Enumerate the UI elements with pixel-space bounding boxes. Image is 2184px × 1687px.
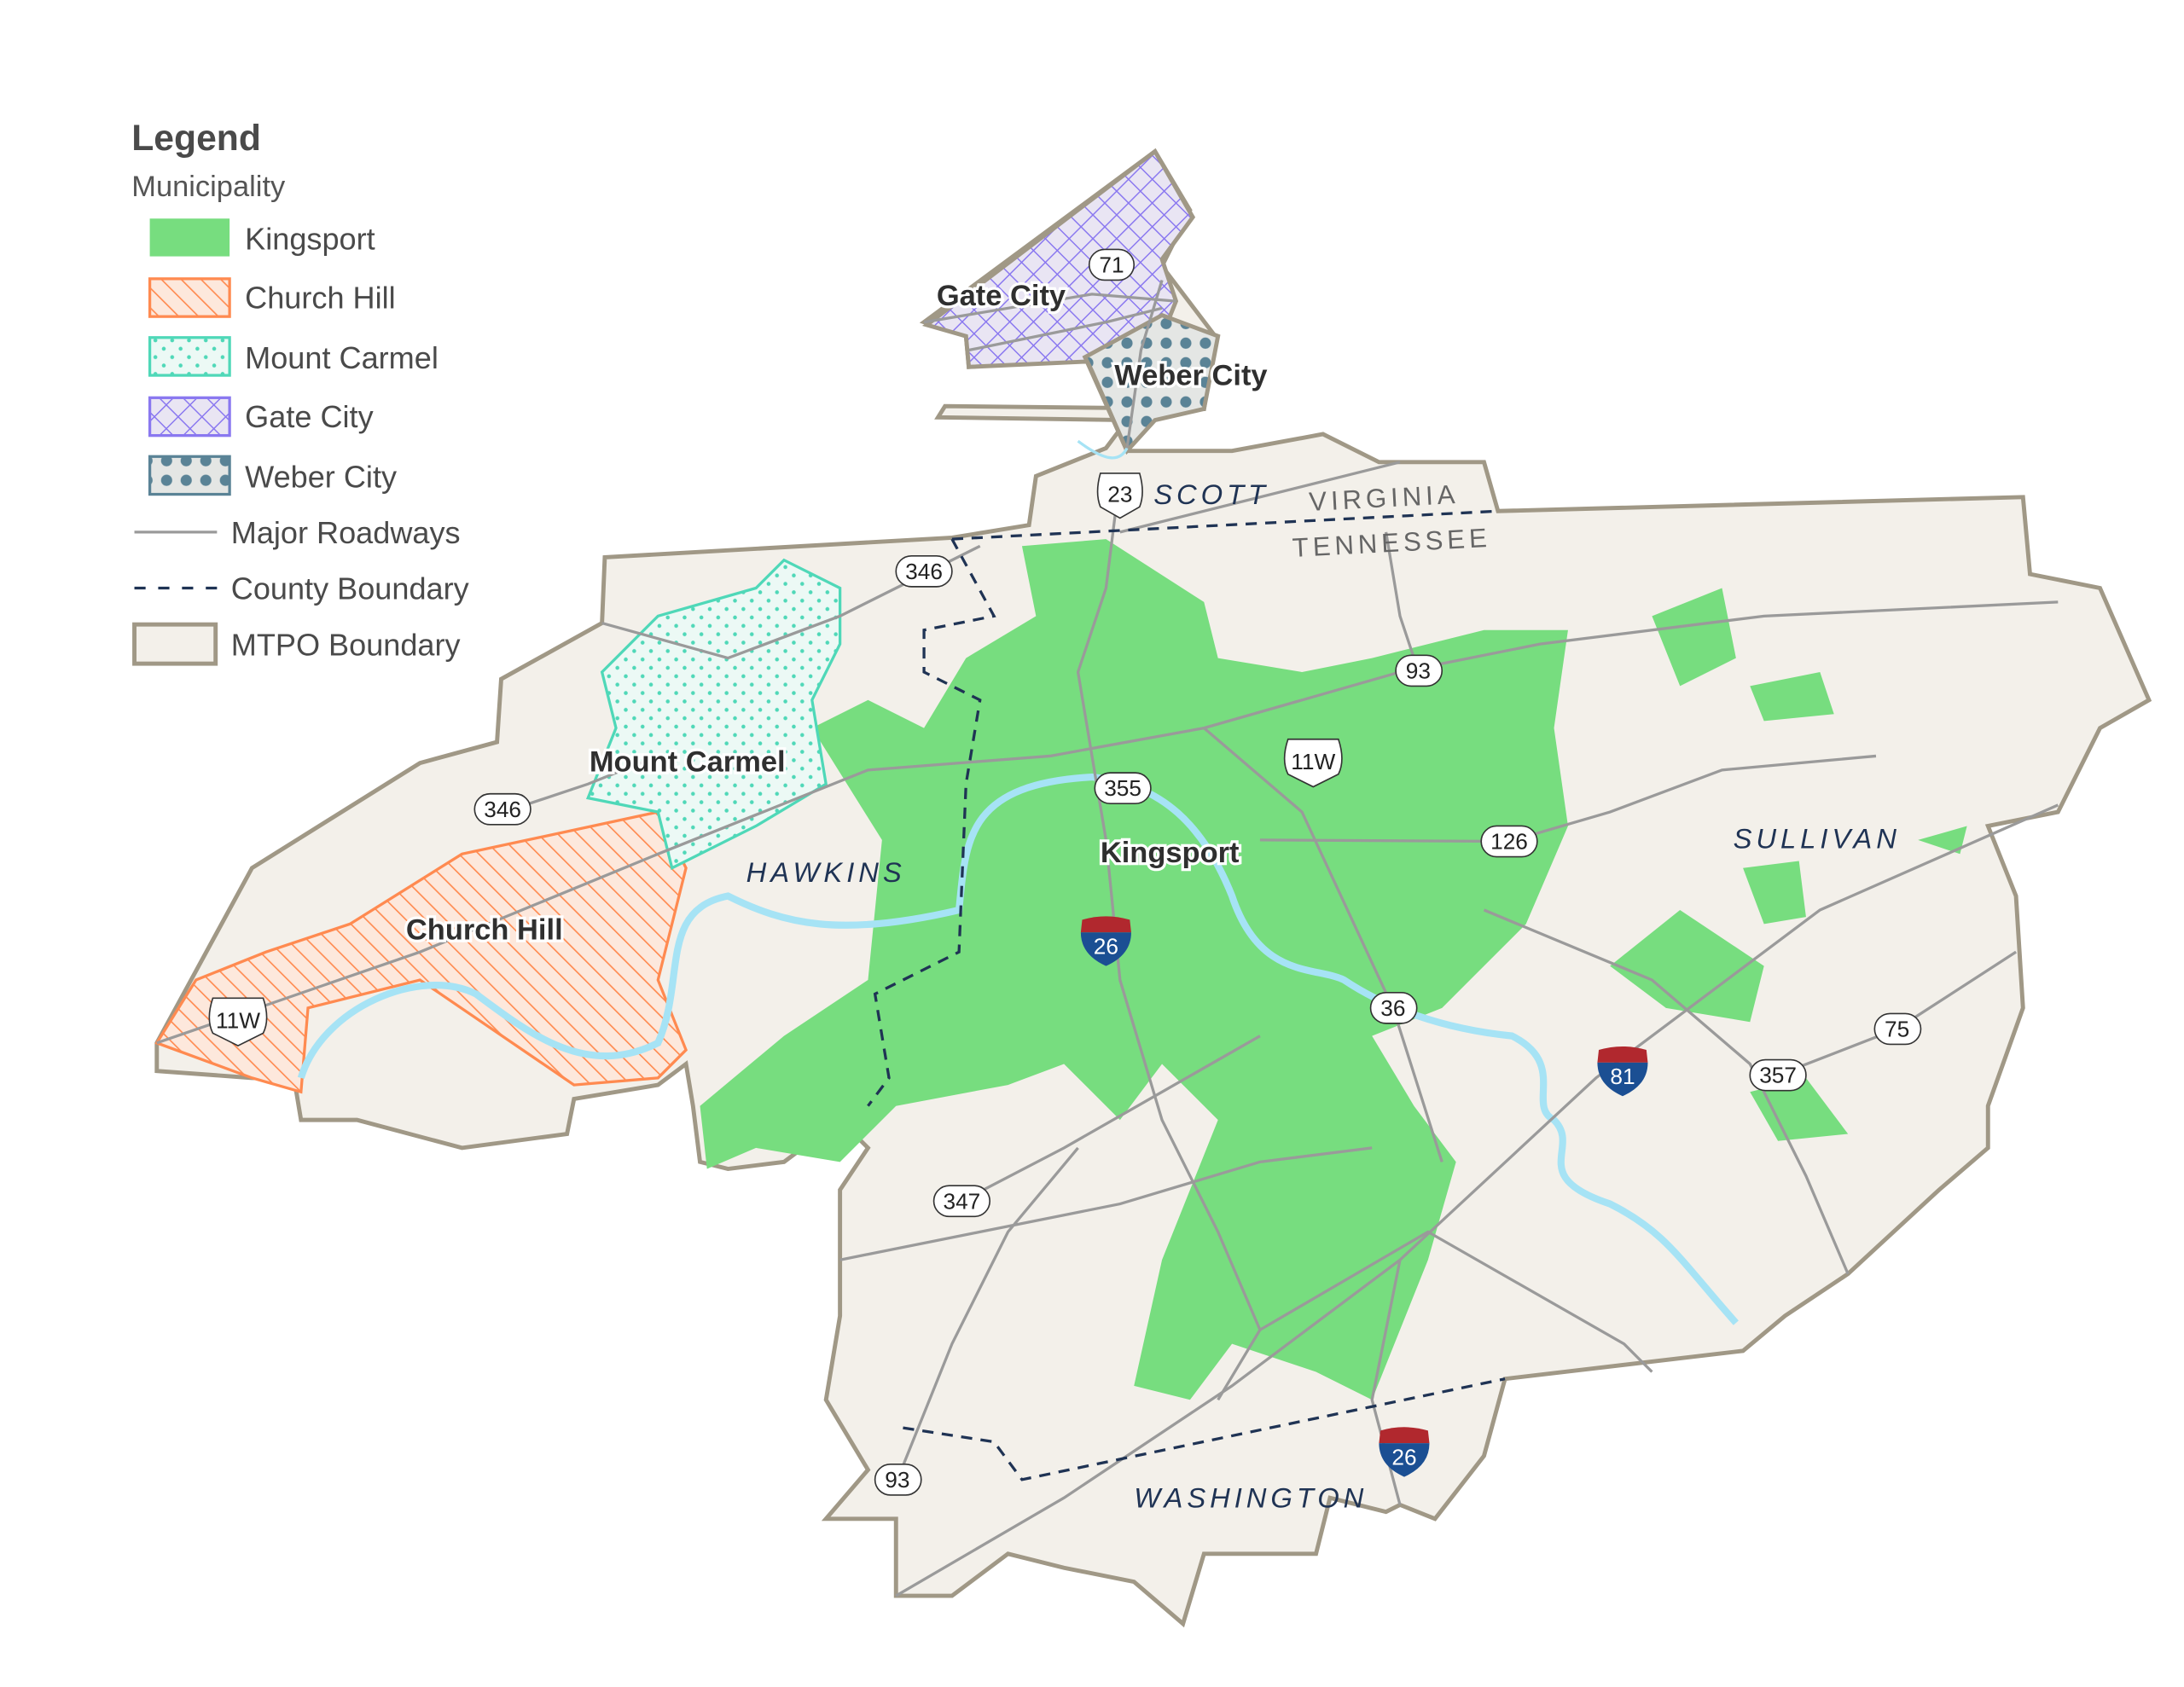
svg-text:346: 346: [484, 797, 521, 822]
interstate-shield: 26: [1080, 916, 1131, 966]
state-route-shield: 75: [1873, 1012, 1922, 1046]
city-label-church-hill: Church Hill: [406, 913, 563, 946]
legend-swatch-gate-city: [148, 396, 231, 438]
us-route-shield: 11W: [1283, 738, 1343, 788]
svg-text:346: 346: [905, 559, 943, 584]
state-route-shield: 355: [1094, 772, 1152, 805]
state-route-shield: 93: [1395, 654, 1443, 687]
svg-text:81: 81: [1610, 1064, 1635, 1089]
svg-text:26: 26: [1391, 1445, 1416, 1470]
legend: Legend Municipality Kingsport Church Hil…: [131, 118, 469, 666]
state-route-shield: 357: [1749, 1058, 1807, 1092]
us-route-shield: 11W: [208, 997, 268, 1047]
legend-label: Gate City: [245, 399, 373, 434]
kingsport-area: [700, 539, 1967, 1400]
city-label-mount-carmel: Mount Carmel: [590, 745, 786, 778]
svg-text:355: 355: [1104, 775, 1141, 801]
svg-text:75: 75: [1885, 1016, 1909, 1041]
legend-label: Kingsport: [245, 221, 375, 256]
legend-label: County Boundary: [231, 571, 469, 606]
legend-swatch-kingsport: [149, 218, 230, 257]
county-label-scott: SCOTT: [1153, 478, 1269, 510]
county-label-hawkins: HAWKINS: [746, 856, 906, 888]
county-boundary: [867, 509, 1506, 1481]
legend-label: Major Roadways: [231, 515, 461, 550]
state-route-shield: 36: [1369, 991, 1418, 1024]
legend-label: Weber City: [245, 459, 397, 494]
county-label-sullivan: SULLIVAN: [1734, 823, 1901, 855]
state-route-shield: 126: [1480, 825, 1538, 858]
svg-text:347: 347: [943, 1188, 980, 1214]
interstate-shield: 26: [1379, 1427, 1430, 1477]
svg-text:23: 23: [1107, 482, 1132, 507]
legend-swatch-church-hill: [148, 277, 231, 318]
state-route-shield: 346: [895, 554, 953, 588]
city-label-gate-city: Gate City: [937, 280, 1066, 312]
legend-label: Mount Carmel: [245, 340, 439, 375]
svg-text:357: 357: [1759, 1063, 1797, 1088]
legend-swatch-weber-city: [148, 455, 231, 496]
major-roadways: [156, 280, 2059, 1597]
us-route-shield: 23: [1096, 472, 1143, 519]
state-route-shield: 346: [473, 792, 531, 826]
state-route-shield: 347: [932, 1185, 991, 1218]
city-label-weber-city: Weber City: [1114, 360, 1267, 392]
legend-title: Legend: [131, 118, 261, 159]
county-label-washington: WASHINGTON: [1134, 1482, 1368, 1514]
legend-label: MTPO Boundary: [231, 627, 461, 662]
svg-text:26: 26: [1094, 934, 1118, 959]
svg-text:11W: 11W: [216, 1008, 260, 1034]
state-route-shield: 71: [1088, 248, 1136, 281]
svg-text:126: 126: [1490, 829, 1528, 855]
svg-text:11W: 11W: [1291, 749, 1335, 774]
svg-text:93: 93: [1406, 658, 1431, 683]
legend-label: Church Hill: [245, 280, 396, 315]
weber-city-area: [1082, 312, 1221, 455]
svg-text:71: 71: [1099, 252, 1124, 277]
river-north: [1077, 439, 1129, 460]
city-label-kingsport: Kingsport: [1101, 837, 1240, 869]
state-route-shield: 93: [874, 1463, 922, 1496]
interstate-shield: 81: [1597, 1046, 1648, 1097]
svg-text:93: 93: [885, 1467, 909, 1493]
legend-swatch-mtpo: [132, 622, 218, 666]
legend-swatch-mount-carmel: [148, 336, 231, 377]
legend-subtitle: Municipality: [131, 171, 286, 203]
svg-text:36: 36: [1380, 995, 1405, 1021]
